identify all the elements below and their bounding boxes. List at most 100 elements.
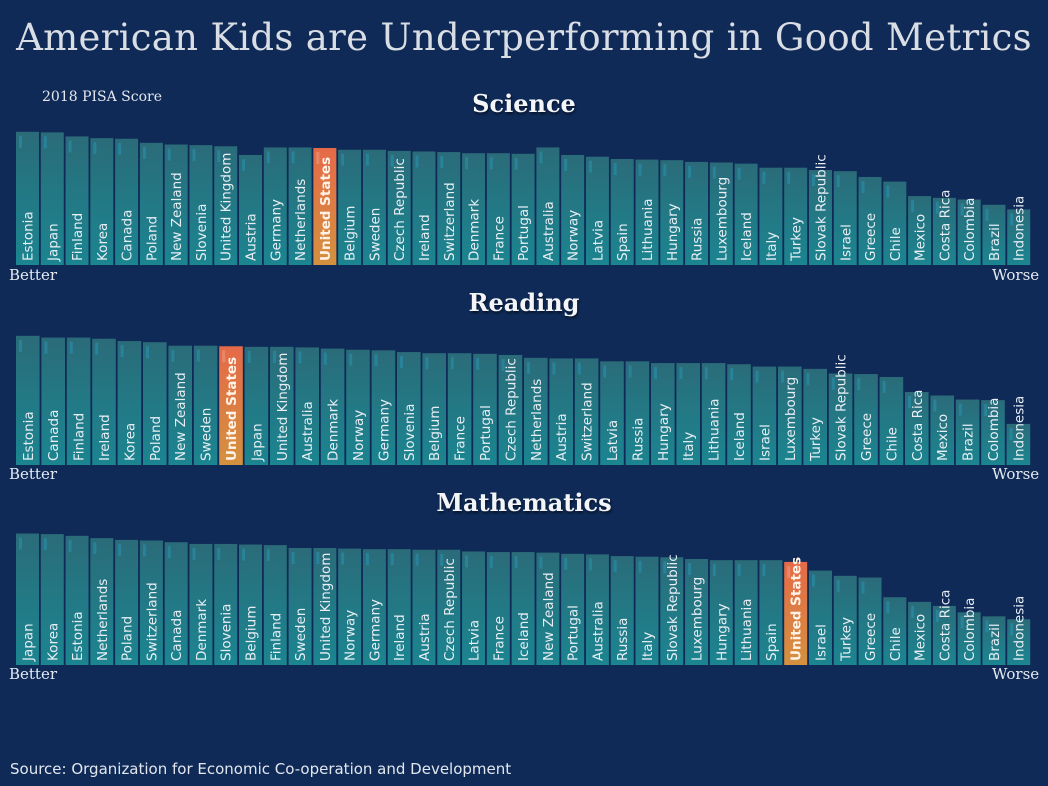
bar-sheen — [247, 350, 251, 363]
bar — [981, 400, 1005, 465]
bar-sheen — [142, 146, 146, 159]
bar-label: Mexico — [913, 214, 929, 261]
bar — [734, 560, 758, 665]
bar — [270, 346, 294, 465]
bar — [957, 199, 981, 265]
bar-sheen — [787, 565, 791, 578]
bar-sheen — [911, 605, 915, 618]
bar-label: Norway — [343, 610, 359, 661]
bar-sheen — [242, 548, 246, 561]
bar-sheen — [704, 367, 708, 380]
bar-sheen — [679, 367, 683, 380]
bar-label: Slovenia — [194, 204, 210, 261]
bar-label: New Zealand — [173, 372, 189, 461]
bar-label: Slovak Republic — [665, 554, 681, 661]
bar — [932, 197, 956, 265]
bar-label: Colombia — [962, 598, 978, 661]
bar-label: Italy — [764, 232, 780, 261]
bar-label: Luxembourg — [714, 177, 730, 261]
bar-sheen — [217, 150, 221, 163]
bar — [778, 366, 802, 465]
bar-sheen — [663, 164, 667, 177]
bar-label: Latvia — [590, 220, 606, 261]
bar-label: Finland — [72, 413, 88, 461]
bar-label: Mexico — [935, 414, 951, 461]
bar-label: Denmark — [467, 199, 483, 261]
bar — [685, 559, 709, 665]
bar-sheen — [118, 543, 122, 556]
bar-label: Japan — [249, 423, 265, 462]
panel-title-science: Science — [472, 89, 576, 118]
bar — [955, 399, 980, 465]
bar-sheen — [806, 372, 810, 385]
bar-sheen — [19, 339, 22, 352]
bar — [536, 147, 560, 265]
bar-sheen — [737, 167, 741, 180]
bar-label: Colombia — [986, 398, 1002, 461]
bar-label: Canada — [46, 410, 62, 461]
bar-sheen — [908, 396, 911, 409]
bar — [752, 366, 777, 465]
bar — [854, 374, 878, 465]
bar — [524, 357, 548, 465]
bar-panel-science: Estonia Japan Finland Korea Canada Poland New … — [16, 131, 1031, 266]
bar — [1007, 619, 1031, 665]
bar-sheen — [68, 539, 72, 552]
bar-label: Germany — [367, 599, 383, 661]
panel-title-mathematics: Mathematics — [436, 488, 612, 517]
bar — [66, 337, 91, 465]
bar — [412, 549, 436, 665]
bar-label: Austria — [417, 613, 433, 661]
bar-label: Finland — [268, 613, 284, 661]
bar — [362, 549, 386, 665]
bar-sheen — [365, 153, 369, 166]
bar-sheen — [365, 553, 369, 566]
bar-sheen — [425, 357, 429, 370]
bar-sheen — [19, 537, 22, 550]
bar — [214, 146, 238, 265]
bar-sheen — [577, 362, 581, 375]
bar-label: Austria — [244, 213, 260, 261]
worse-label: Worse — [992, 465, 1040, 483]
bar-sheen — [781, 370, 784, 383]
bar-label: France — [491, 216, 507, 261]
bar-label: Luxembourg — [690, 577, 706, 661]
bar-label: Australia — [541, 201, 557, 261]
bar-sheen — [935, 609, 939, 622]
bar-sheen — [886, 601, 890, 614]
bar-label: Slovenia — [402, 404, 418, 461]
bar — [833, 171, 857, 266]
bar — [549, 358, 573, 465]
bar — [263, 545, 287, 665]
bar — [511, 153, 535, 265]
bar — [908, 601, 932, 665]
bar-label: New Zealand — [541, 572, 557, 661]
bar-label: Canada — [169, 610, 185, 661]
bar-sheen — [450, 357, 454, 370]
bar-sheen — [476, 357, 480, 370]
bar — [883, 181, 907, 265]
bar-sheen — [465, 555, 469, 568]
bar-label: Mexico — [913, 614, 929, 661]
bar — [288, 147, 312, 265]
bar-label: Denmark — [326, 399, 342, 461]
bar — [397, 352, 421, 465]
bar-label: Spain — [615, 223, 631, 261]
bar-label: Chile — [888, 227, 904, 261]
bar — [244, 346, 269, 465]
bar — [41, 337, 65, 465]
bar — [701, 363, 726, 465]
bar-sheen — [316, 552, 320, 565]
bar-label: Slovak Republic — [834, 354, 850, 461]
bar — [65, 535, 89, 665]
bar-label: Spain — [764, 623, 780, 661]
bar-sheen — [43, 538, 47, 551]
bar-label: Israel — [813, 624, 829, 661]
bar-sheen — [349, 353, 353, 366]
bar-sheen — [1010, 623, 1014, 636]
bar-sheen — [374, 354, 378, 367]
bar-label: Poland — [120, 616, 136, 661]
bar-sheen — [43, 136, 47, 149]
bar-sheen — [415, 553, 419, 566]
bar — [625, 361, 650, 465]
